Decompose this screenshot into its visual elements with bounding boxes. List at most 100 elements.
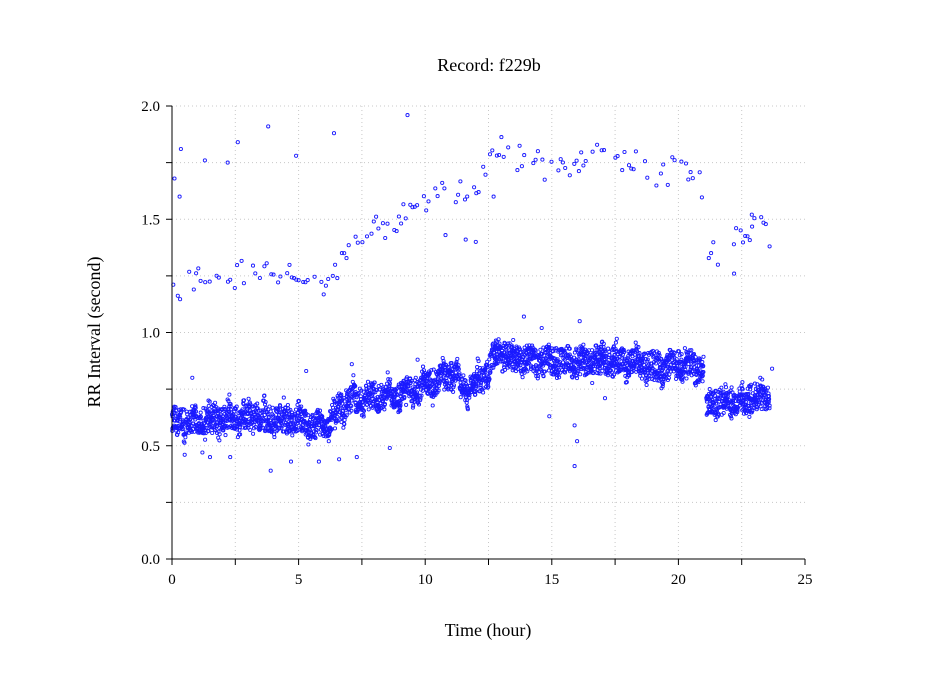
- data-point: [303, 280, 308, 285]
- data-point: [341, 395, 346, 400]
- data-point: [696, 380, 701, 385]
- data-point: [701, 354, 706, 359]
- data-point: [672, 351, 677, 356]
- data-point: [442, 186, 447, 191]
- data-point: [376, 226, 381, 231]
- data-point: [296, 278, 301, 283]
- data-point: [560, 360, 566, 365]
- data-point: [241, 398, 247, 403]
- data-point: [762, 392, 767, 397]
- data-point: [306, 442, 311, 447]
- data-point: [594, 347, 599, 353]
- data-point: [268, 468, 273, 473]
- data-point: [182, 452, 187, 457]
- data-point: [578, 372, 583, 377]
- data-point: [716, 405, 722, 410]
- data-point: [574, 376, 580, 381]
- data-point: [217, 438, 222, 443]
- data-point: [627, 373, 632, 378]
- chart-title: Record: f229b: [437, 55, 540, 75]
- data-point: [601, 341, 606, 346]
- data-point: [749, 212, 754, 217]
- data-point: [442, 387, 447, 392]
- data-point: [522, 153, 527, 158]
- data-point: [213, 400, 218, 405]
- data-point: [364, 234, 370, 239]
- data-point: [361, 414, 366, 419]
- data-point: [541, 374, 546, 379]
- data-point: [507, 341, 512, 346]
- data-point: [351, 373, 356, 378]
- data-point: [228, 402, 233, 407]
- data-point: [560, 352, 565, 357]
- data-point: [312, 274, 317, 279]
- data-point: [682, 346, 687, 351]
- data-point: [563, 165, 568, 171]
- data-point: [249, 404, 255, 409]
- data-point: [766, 391, 771, 396]
- data-point: [379, 382, 384, 387]
- data-point: [711, 240, 716, 245]
- data-point: [319, 279, 324, 284]
- data-point: [496, 337, 501, 342]
- data-point: [689, 348, 694, 353]
- data-point: [331, 414, 336, 419]
- data-point: [505, 341, 511, 346]
- data-point: [589, 364, 594, 369]
- data-point: [765, 385, 770, 390]
- data-point: [461, 373, 466, 378]
- data-point: [487, 357, 492, 362]
- data-point: [575, 439, 580, 444]
- data-point: [431, 367, 436, 372]
- data-point: [738, 228, 743, 233]
- data-point: [175, 293, 180, 298]
- x-tick-label: 5: [295, 572, 303, 588]
- data-point: [631, 167, 636, 172]
- data-point: [396, 214, 401, 219]
- data-point: [216, 275, 221, 280]
- data-point: [701, 363, 706, 368]
- data-point: [435, 194, 440, 199]
- data-point: [590, 380, 595, 386]
- data-point: [674, 357, 679, 362]
- data-point: [347, 398, 352, 403]
- data-point: [585, 370, 591, 375]
- data-point: [455, 356, 460, 361]
- data-point: [747, 238, 752, 243]
- data-point: [555, 357, 560, 362]
- data-point: [271, 413, 276, 418]
- data-point: [301, 279, 306, 285]
- data-point: [316, 459, 321, 464]
- data-point: [267, 404, 272, 409]
- data-point: [535, 149, 540, 154]
- data-point: [719, 385, 724, 390]
- data-point: [444, 379, 449, 384]
- data-point: [358, 403, 363, 408]
- data-point: [748, 382, 754, 387]
- data-point: [326, 439, 331, 444]
- data-point: [567, 346, 572, 351]
- data-point: [491, 341, 496, 346]
- data-point: [433, 186, 438, 191]
- data-point: [365, 379, 371, 384]
- data-point: [178, 415, 183, 420]
- data-point: [667, 359, 672, 364]
- data-point: [198, 278, 203, 283]
- data-point: [757, 387, 762, 392]
- data-point: [436, 388, 441, 393]
- data-point: [361, 408, 366, 413]
- data-point: [476, 359, 481, 364]
- data-point: [415, 357, 420, 362]
- data-point: [748, 384, 753, 389]
- data-point: [638, 373, 643, 378]
- data-point: [731, 242, 736, 247]
- data-point: [349, 408, 354, 413]
- data-point: [255, 401, 260, 406]
- data-point: [206, 428, 211, 433]
- data-point: [387, 381, 392, 386]
- data-point: [348, 403, 353, 408]
- data-point: [385, 221, 390, 226]
- data-point: [683, 364, 688, 369]
- data-point: [289, 275, 294, 280]
